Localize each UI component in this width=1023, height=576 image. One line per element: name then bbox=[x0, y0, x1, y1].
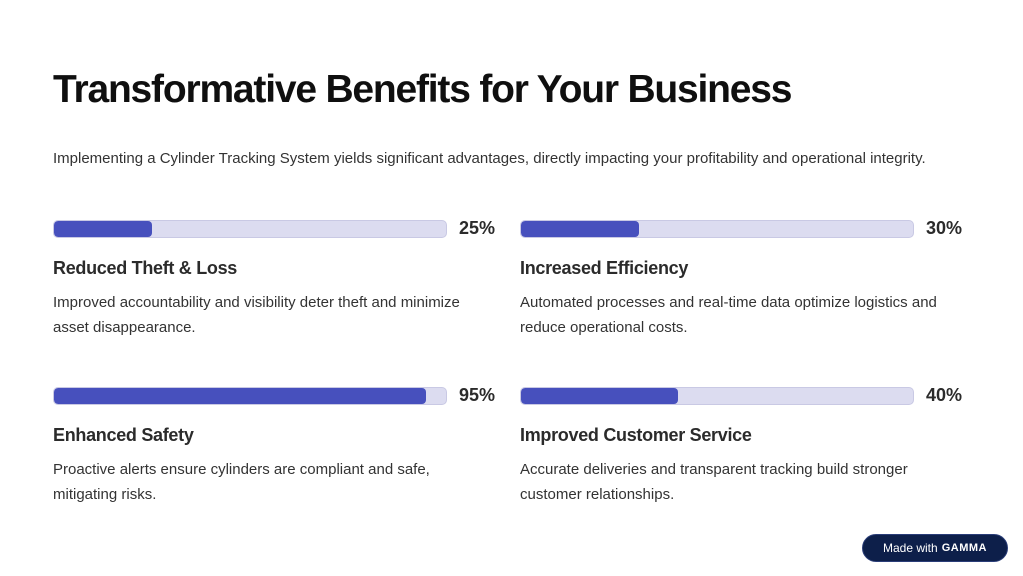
progress-fill bbox=[521, 388, 678, 404]
benefit-card-safety: 95% Enhanced Safety Proactive alerts ens… bbox=[53, 385, 503, 503]
percent-label: 30% bbox=[926, 218, 963, 238]
benefit-title: Reduced Theft & Loss bbox=[53, 258, 238, 278]
progress-track bbox=[520, 387, 914, 405]
benefit-title: Increased Efficiency bbox=[520, 258, 689, 278]
percent-label: 40% bbox=[926, 385, 963, 405]
page-title: Transformative Benefits for Your Busines… bbox=[53, 68, 792, 111]
benefit-card-theft: 25% Reduced Theft & Loss Improved accoun… bbox=[53, 218, 503, 336]
benefit-description: Automated processes and real-time data o… bbox=[520, 294, 937, 336]
progress-bar-row: 40% bbox=[520, 385, 970, 408]
progress-bar-row: 30% bbox=[520, 218, 970, 241]
page-subtitle: Implementing a Cylinder Tracking System … bbox=[53, 150, 926, 167]
gamma-logo: GAMMA bbox=[941, 542, 987, 554]
percent-label: 25% bbox=[459, 218, 496, 238]
benefit-title: Improved Customer Service bbox=[520, 425, 752, 445]
badge-prefix: Made with bbox=[883, 541, 938, 555]
benefit-description: Improved accountability and visibility d… bbox=[53, 294, 460, 336]
progress-track bbox=[520, 220, 914, 238]
benefit-card-customer-service: 40% Improved Customer Service Accurate d… bbox=[520, 385, 970, 503]
benefit-description: Proactive alerts ensure cylinders are co… bbox=[53, 461, 430, 503]
progress-bar-row: 95% bbox=[53, 385, 503, 408]
benefit-card-efficiency: 30% Increased Efficiency Automated proce… bbox=[520, 218, 970, 336]
progress-fill bbox=[521, 221, 639, 237]
benefit-description: Accurate deliveries and transparent trac… bbox=[520, 461, 908, 503]
progress-track bbox=[53, 387, 447, 405]
made-with-gamma-badge[interactable]: Made with GAMMA bbox=[862, 534, 1008, 562]
progress-track bbox=[53, 220, 447, 238]
progress-fill bbox=[54, 221, 152, 237]
progress-bar-row: 25% bbox=[53, 218, 503, 241]
percent-label: 95% bbox=[459, 385, 496, 405]
progress-fill bbox=[54, 388, 427, 404]
benefit-title: Enhanced Safety bbox=[53, 425, 194, 445]
